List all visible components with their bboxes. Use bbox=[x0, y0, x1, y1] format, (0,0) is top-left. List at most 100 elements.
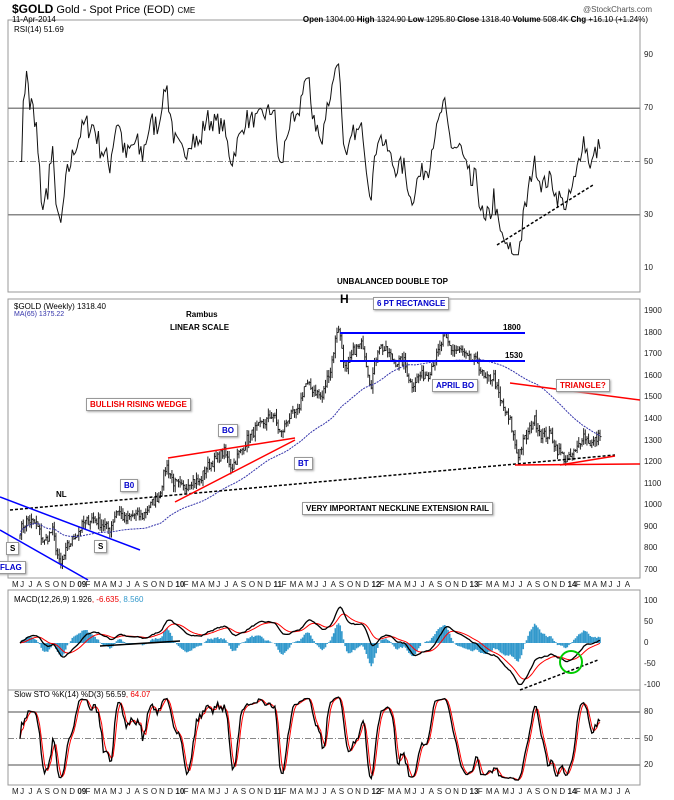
macd-hist-bar bbox=[306, 632, 309, 643]
x-tick: O bbox=[52, 580, 60, 589]
macd-hist-bar bbox=[296, 640, 299, 643]
macd-hist-bar bbox=[195, 643, 198, 647]
macd-hist-bar bbox=[56, 643, 59, 652]
macd-hist-bar bbox=[595, 637, 598, 643]
scale-label: LINEAR SCALE bbox=[170, 323, 230, 332]
macd-hist-bar bbox=[205, 640, 208, 643]
macd-hist-bar bbox=[591, 636, 593, 643]
x-tick-bottom: M bbox=[208, 787, 215, 796]
macd-hist-bar bbox=[342, 639, 345, 643]
macd-hist-bar bbox=[493, 643, 495, 649]
macd-hist-bar bbox=[435, 631, 438, 643]
macd-hist-bar bbox=[156, 638, 159, 643]
macd-hist-bar bbox=[450, 637, 453, 643]
macd-hist-bar bbox=[489, 643, 492, 652]
macd-hist-bar bbox=[179, 643, 181, 648]
macd-hist-bar bbox=[287, 643, 289, 650]
macd-hist-bar bbox=[466, 643, 469, 650]
date: 11-Apr-2014 bbox=[12, 15, 56, 24]
x-tick: O bbox=[248, 580, 256, 589]
macd-hist-bar bbox=[246, 638, 248, 643]
rail-label: VERY IMPORTANT NECKLINE EXTENSION RAIL bbox=[302, 502, 493, 515]
macd-hist-bar bbox=[412, 643, 415, 657]
macd-hist-bar bbox=[313, 641, 315, 643]
macd-hist-bar bbox=[58, 643, 61, 655]
rectangle-label: 6 PT RECTANGLE bbox=[373, 297, 450, 310]
x-tick-bottom: J bbox=[518, 787, 523, 796]
x-tick-bottom: J bbox=[420, 787, 425, 796]
x-tick: O bbox=[150, 580, 158, 589]
macd-hist-bar bbox=[22, 639, 25, 643]
x-tick: A bbox=[199, 580, 206, 589]
macd-hist-bar bbox=[78, 633, 80, 643]
macd-hist-bar bbox=[488, 643, 490, 652]
x-tick-bottom: A bbox=[101, 787, 108, 796]
macd-hist-bar bbox=[207, 638, 209, 643]
macd-hist-bar bbox=[274, 643, 276, 644]
x-tick: M bbox=[93, 580, 101, 589]
macd-hist-bar bbox=[161, 636, 163, 643]
macd-hist-bar bbox=[558, 643, 560, 645]
x-tick-bottom: J bbox=[126, 787, 131, 796]
macd-hist-bar bbox=[326, 643, 328, 644]
price-tick: 1300 bbox=[644, 435, 662, 445]
macd-hist-bar bbox=[502, 643, 505, 655]
x-tick-bottom: D bbox=[363, 787, 370, 796]
macd-hist-bar bbox=[478, 643, 480, 652]
triangle-base-line bbox=[559, 455, 616, 466]
macd-hist-bar bbox=[574, 638, 577, 643]
macd-hist-bar bbox=[167, 630, 170, 643]
x-tick-bottom: A bbox=[592, 787, 598, 796]
x-tick: M bbox=[502, 580, 509, 589]
macd-hist-bar bbox=[429, 640, 431, 643]
price-tick: 800 bbox=[644, 543, 658, 553]
macd-hist-bar bbox=[190, 643, 193, 651]
price-legend: $GOLD (Weekly) 1318.40 bbox=[14, 302, 106, 311]
x-tick: 10 bbox=[175, 580, 185, 589]
macd-hist-bar bbox=[506, 643, 508, 656]
macd-hist-bar bbox=[113, 643, 116, 644]
x-tick: J bbox=[118, 580, 123, 589]
x-tick-bottom: D bbox=[69, 787, 75, 796]
x-tick: F bbox=[379, 580, 385, 589]
x-tick: N bbox=[257, 580, 263, 589]
macd-hist-bar bbox=[334, 628, 337, 643]
macd-hist-bar bbox=[452, 641, 454, 643]
x-tick: M bbox=[485, 580, 493, 589]
price-tick: 1200 bbox=[644, 457, 662, 467]
x-tick: D bbox=[265, 580, 272, 589]
macd-hist-bar bbox=[427, 641, 430, 643]
macd-hist-bar bbox=[530, 629, 533, 643]
macd-hist-bar bbox=[357, 643, 359, 648]
macd-hist-bar bbox=[215, 637, 217, 643]
macd-hist-bar bbox=[38, 643, 41, 645]
macd-hist-bar bbox=[398, 643, 400, 649]
macd-hist-bar bbox=[244, 641, 247, 643]
macd-tick: -50 bbox=[644, 659, 656, 668]
sto-tick: 80 bbox=[644, 707, 653, 716]
x-tick-bottom: O bbox=[150, 787, 158, 796]
flag-bottom-line bbox=[0, 529, 89, 581]
x-tick: N bbox=[159, 580, 165, 589]
macd-hist-bar bbox=[360, 643, 363, 646]
macd-hist-bar bbox=[278, 643, 281, 653]
x-tick: 13 bbox=[469, 580, 479, 589]
x-tick-bottom: A bbox=[526, 787, 533, 796]
macd-hist-bar bbox=[525, 640, 528, 643]
triangle-label: TRIANGLE? bbox=[556, 379, 610, 392]
macd-hist-bar bbox=[483, 643, 485, 654]
price-tick: 1500 bbox=[644, 392, 662, 402]
x-tick-bottom: F bbox=[379, 787, 385, 796]
ma-line bbox=[19, 359, 601, 538]
x-tick: J bbox=[518, 580, 523, 589]
macd-hist-bar bbox=[30, 637, 33, 643]
macd-hist-bar bbox=[94, 636, 96, 643]
x-tick-bottom: D bbox=[265, 787, 272, 796]
macd-hist-bar bbox=[293, 642, 296, 643]
x-tick: A bbox=[428, 580, 434, 589]
x-tick-bottom: D bbox=[461, 787, 468, 796]
macd-hist-bar bbox=[367, 643, 369, 659]
x-tick-bottom: F bbox=[183, 787, 189, 796]
macd-hist-bar bbox=[329, 640, 332, 643]
